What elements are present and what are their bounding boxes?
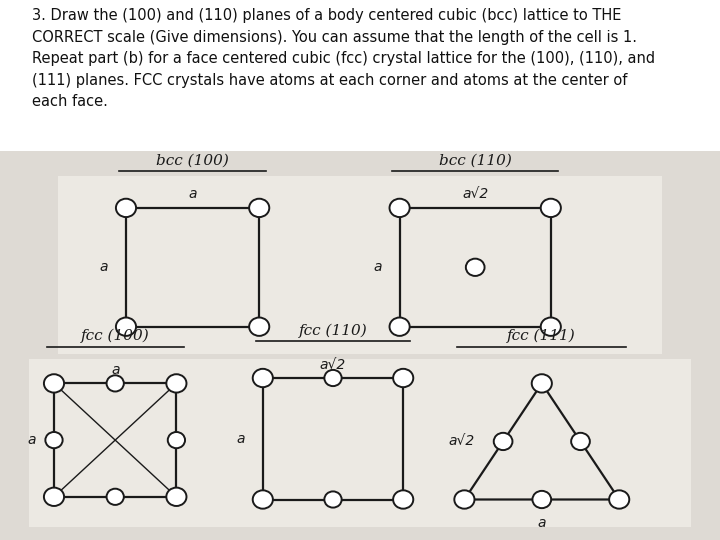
Text: fcc (100): fcc (100) (81, 328, 150, 343)
Ellipse shape (390, 318, 410, 336)
Text: a: a (373, 260, 382, 274)
Ellipse shape (609, 490, 629, 509)
Text: a√2: a√2 (448, 435, 474, 448)
Bar (400, 208, 551, 327)
Ellipse shape (324, 370, 341, 386)
Ellipse shape (44, 374, 64, 393)
Ellipse shape (107, 375, 124, 391)
Ellipse shape (253, 490, 273, 509)
Ellipse shape (390, 199, 410, 217)
Text: a: a (189, 187, 197, 201)
FancyBboxPatch shape (29, 359, 691, 526)
Ellipse shape (116, 199, 136, 217)
Text: a: a (538, 516, 546, 530)
Ellipse shape (454, 490, 474, 509)
FancyBboxPatch shape (0, 0, 720, 151)
Ellipse shape (494, 433, 513, 450)
Text: fcc (111): fcc (111) (508, 328, 576, 343)
Ellipse shape (249, 318, 269, 336)
Ellipse shape (532, 491, 552, 508)
Bar (263, 378, 403, 500)
Bar (126, 208, 259, 327)
Ellipse shape (166, 374, 186, 393)
Text: a: a (236, 432, 245, 445)
FancyBboxPatch shape (0, 151, 720, 540)
Ellipse shape (324, 491, 341, 508)
Ellipse shape (45, 432, 63, 448)
Text: 3. Draw the (100) and (110) planes of a body centered cubic (bcc) lattice to THE: 3. Draw the (100) and (110) planes of a … (32, 8, 655, 110)
Ellipse shape (44, 488, 64, 506)
Ellipse shape (107, 489, 124, 505)
Ellipse shape (466, 259, 485, 276)
Ellipse shape (393, 369, 413, 387)
Text: bcc (100): bcc (100) (156, 153, 229, 167)
Ellipse shape (253, 369, 273, 387)
Text: a: a (99, 260, 108, 274)
Text: a√2: a√2 (462, 187, 488, 201)
Ellipse shape (541, 199, 561, 217)
Ellipse shape (541, 318, 561, 336)
Text: a√2: a√2 (320, 357, 346, 372)
Ellipse shape (168, 432, 185, 448)
Ellipse shape (571, 433, 590, 450)
Ellipse shape (393, 490, 413, 509)
Bar (54, 383, 176, 497)
Ellipse shape (531, 374, 552, 393)
Text: fcc (110): fcc (110) (299, 323, 367, 338)
Text: a: a (27, 433, 36, 447)
Ellipse shape (249, 199, 269, 217)
Text: a: a (111, 363, 120, 377)
Ellipse shape (116, 318, 136, 336)
Ellipse shape (166, 488, 186, 506)
FancyBboxPatch shape (58, 176, 662, 354)
Text: bcc (110): bcc (110) (438, 153, 512, 167)
